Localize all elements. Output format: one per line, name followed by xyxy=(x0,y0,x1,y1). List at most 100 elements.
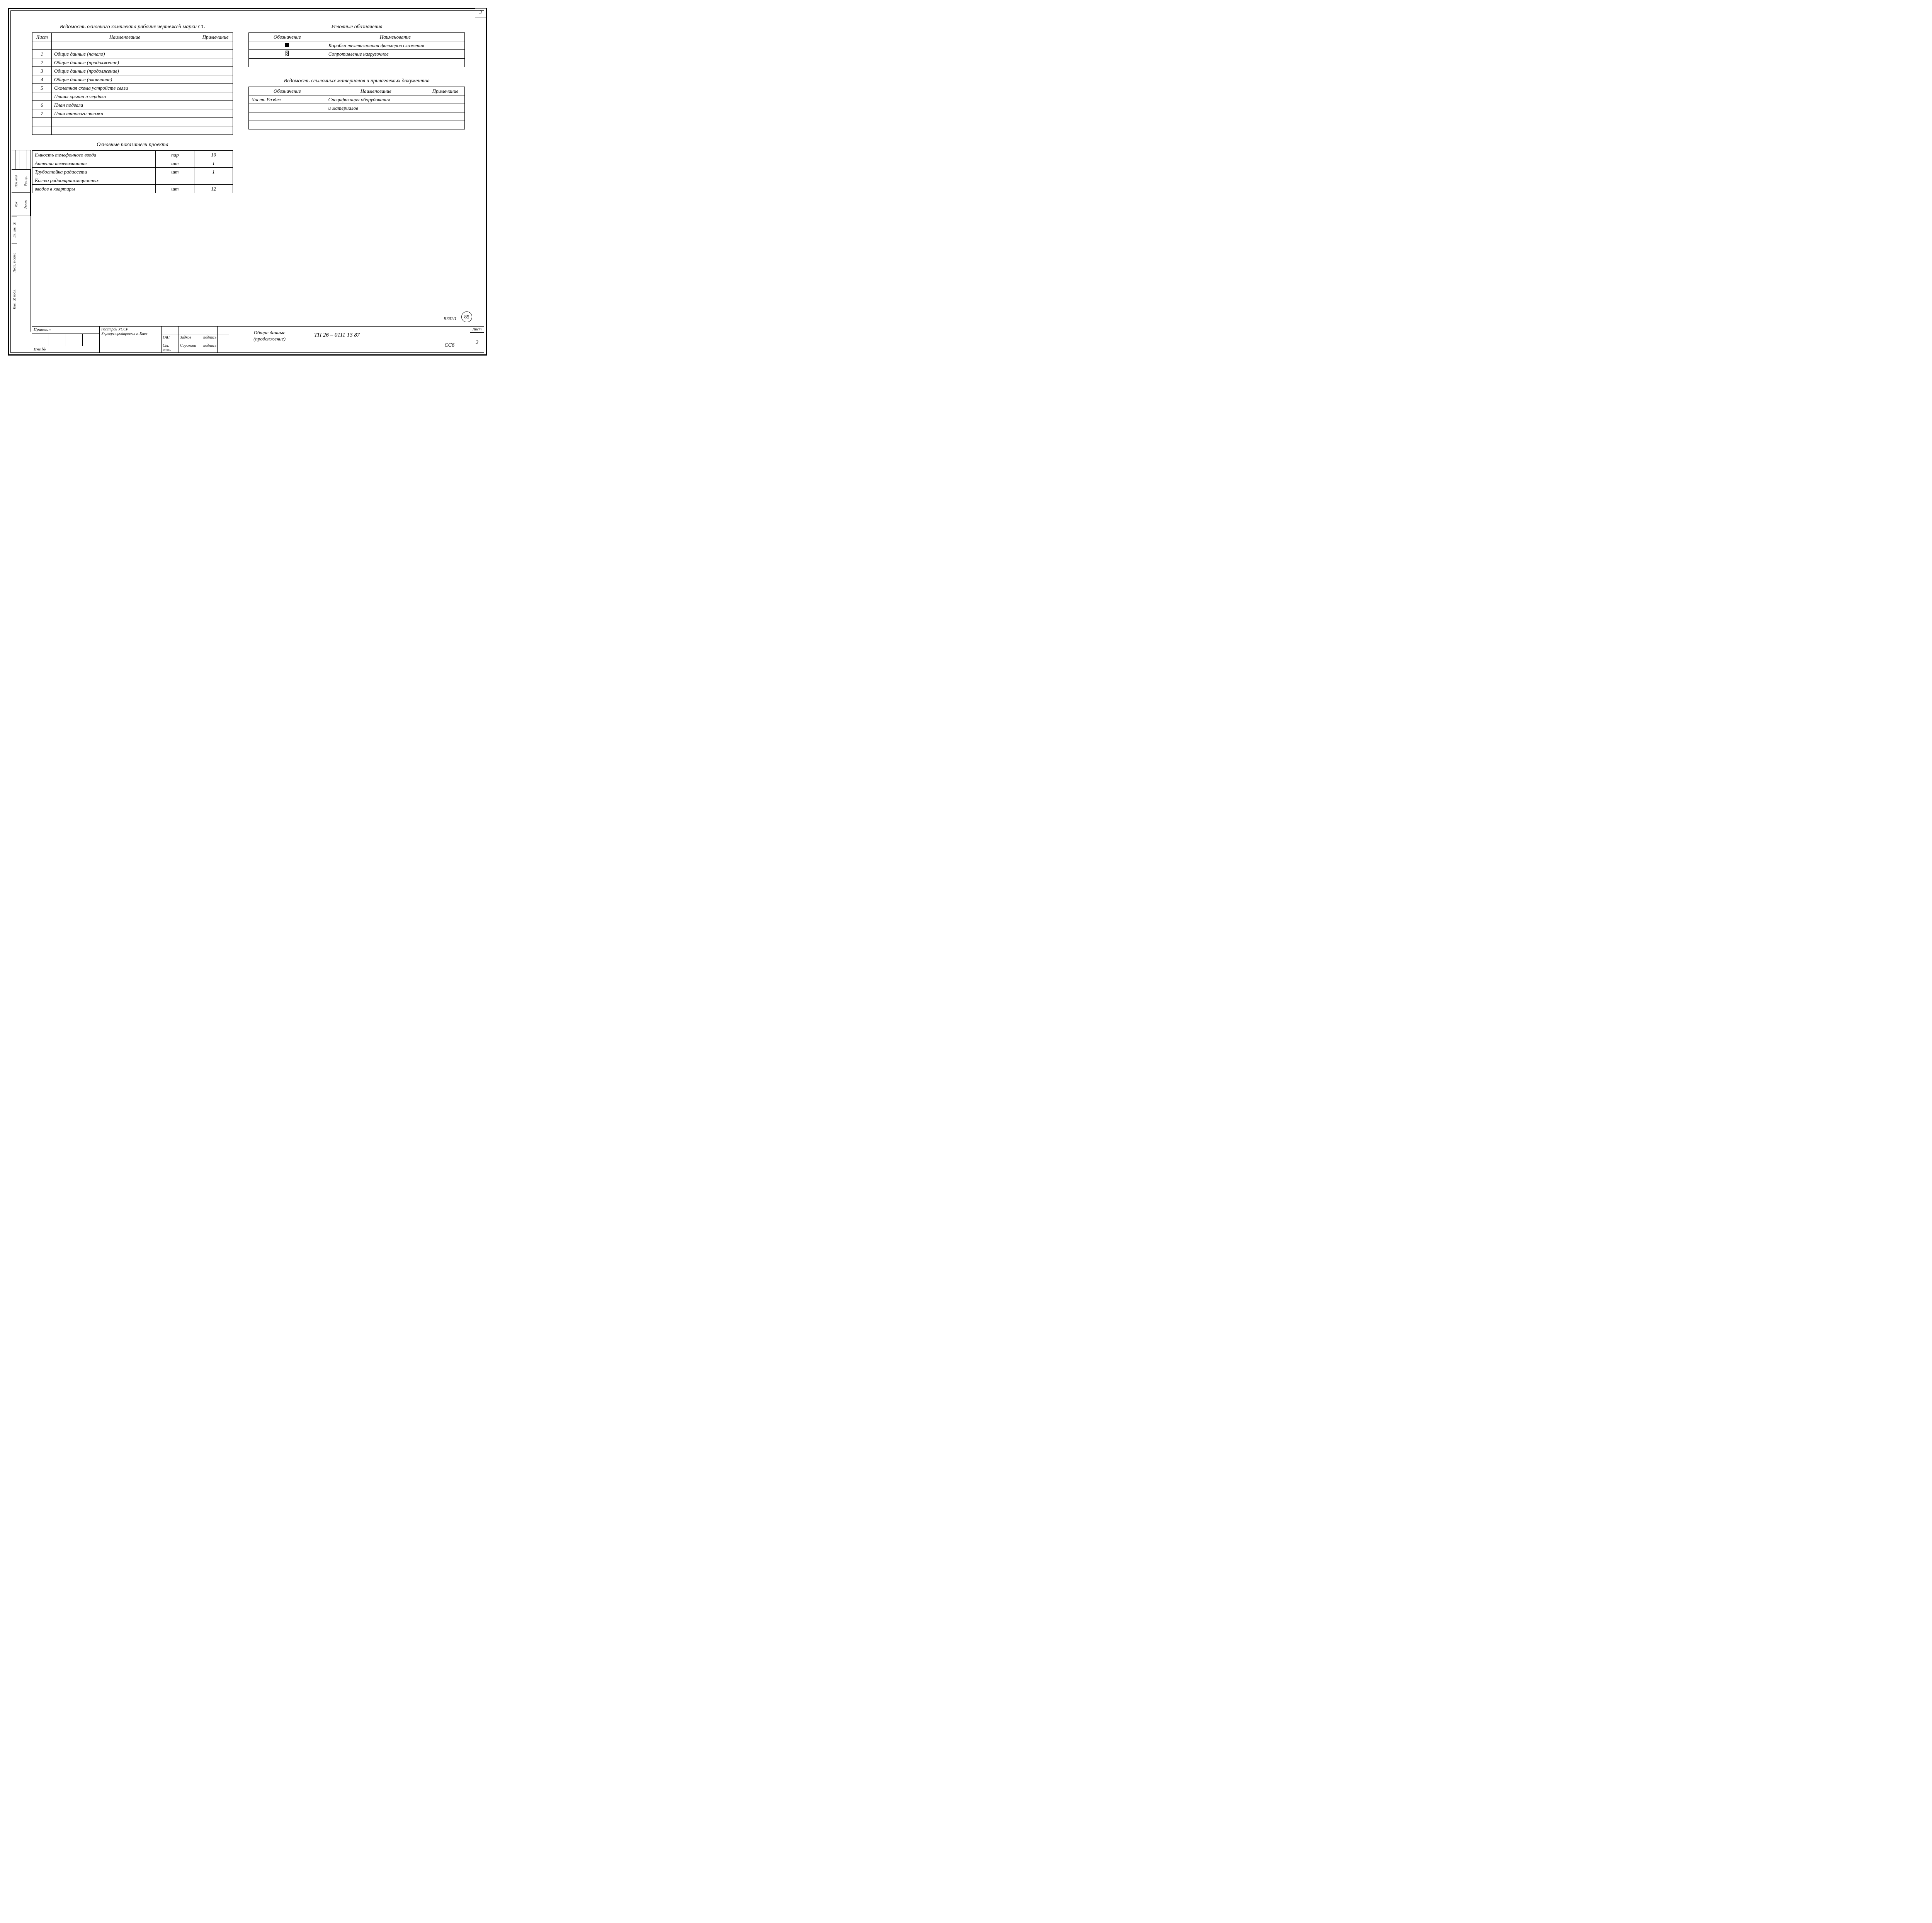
symbol-cell xyxy=(249,59,326,67)
table-cell xyxy=(326,112,426,121)
table-cell: Сопротивление нагрузочное xyxy=(326,50,464,59)
page-circle-number: 85 xyxy=(461,311,472,322)
tb-sheet-num: 2 xyxy=(470,333,484,352)
table-cell: 1 xyxy=(194,159,233,168)
side-podp-label: Подп. и дата xyxy=(12,243,17,282)
drawing-sheet: 2 Ведомость основного комплекта рабочих … xyxy=(8,8,487,356)
table-cell: 10 xyxy=(194,151,233,159)
table-cell: шт xyxy=(156,159,194,168)
table-cell: Общие данные (продолжение) xyxy=(51,58,198,67)
table4-title: Ведомость ссылочных материалов и прилага… xyxy=(248,78,465,84)
tb-code: ТП 26 – 0111 13 87 СС6 xyxy=(310,327,470,352)
table-cell: 6 xyxy=(32,101,52,109)
tb-sheet-box: Лист 2 xyxy=(470,327,484,352)
left-column: Ведомость основного комплекта рабочих че… xyxy=(32,22,233,193)
table-cell xyxy=(326,121,426,129)
title-block: Привязан Инв № Госстрой УССР Укргорстрой… xyxy=(32,326,484,352)
table-cell: и материалов xyxy=(326,104,426,112)
table-cell: вводов в квартиры xyxy=(32,185,156,193)
table-cell: Трубостойка радиосети xyxy=(32,168,156,176)
table-cell xyxy=(326,59,464,67)
table3-title: Условные обозначения xyxy=(248,24,465,30)
table-cell: Кол-во радиотрансляционных xyxy=(32,176,156,185)
side-name-pair: Жук Резина xyxy=(12,193,31,216)
table-cell xyxy=(198,41,233,50)
tb-code-text: ТП 26 – 0111 13 87 xyxy=(314,332,360,338)
tb-drawing-title: Общие данные (продолжение) xyxy=(229,327,310,352)
tb-title-line2: (продолжение) xyxy=(231,336,308,342)
table-cell: 1 xyxy=(194,168,233,176)
table-cell xyxy=(156,176,194,185)
tb-signatures: ГАПЗадковподписьСт. инж.Сорокинаподпись xyxy=(162,327,229,352)
reference-docs-table: ОбозначениеНаименованиеПримечаниеЧасть Р… xyxy=(248,87,465,129)
signature-cell: Сорокина xyxy=(179,343,202,352)
table-cell xyxy=(198,109,233,118)
table-cell xyxy=(426,121,465,129)
table-cell: Планы крыши и чердака xyxy=(51,92,198,101)
table-cell xyxy=(198,58,233,67)
table-cell: пар xyxy=(156,151,194,159)
table-cell: Общие данные (начало) xyxy=(51,50,198,58)
hatched-box-symbol xyxy=(286,51,289,56)
side-vz-label: Вз. инв. № xyxy=(12,216,17,243)
table-cell: Часть Раздел xyxy=(249,95,326,104)
table-cell xyxy=(32,126,52,135)
table-cell: План подвала xyxy=(51,101,198,109)
signature-cell: подпись xyxy=(202,343,218,352)
side-name-2b: Резина xyxy=(21,193,31,216)
side-grid-top xyxy=(12,150,31,170)
right-column: Условные обозначения ОбозначениеНаименов… xyxy=(248,22,465,129)
table-cell: Емкость телефонного ввода xyxy=(32,151,156,159)
side-stamp: Нач. отд. Рук. гр. Жук Резина Вз. инв. №… xyxy=(12,150,31,332)
side-name-2a: Жук xyxy=(12,193,21,216)
table-cell xyxy=(51,118,198,126)
signature-cell: подпись xyxy=(202,335,218,343)
table-cell xyxy=(198,92,233,101)
table-cell xyxy=(198,118,233,126)
table-cell: шт xyxy=(156,185,194,193)
table-cell xyxy=(198,50,233,58)
tb-inv-label: Инв № xyxy=(32,346,99,352)
table-cell xyxy=(51,126,198,135)
table-cell xyxy=(198,75,233,84)
side-role-pair: Нач. отд. Рук. гр. xyxy=(12,170,31,193)
side-role-1b: Рук. гр. xyxy=(21,170,31,192)
signature-cell: ГАП xyxy=(162,335,179,343)
table-cell: Спецификация оборудования xyxy=(326,95,426,104)
tb-priv-label: Привязан xyxy=(32,327,99,334)
signature-cell xyxy=(218,335,229,343)
table-cell xyxy=(426,104,465,112)
reference-number: 9781/1 xyxy=(444,316,457,322)
tb-organization: Госстрой УССР Укргорстройпроект г. Киев xyxy=(100,327,162,352)
table-cell: Антенна телевизионная xyxy=(32,159,156,168)
table-cell: Общие данные (окончание) xyxy=(51,75,198,84)
table-cell: 2 xyxy=(32,58,52,67)
symbol-cell xyxy=(249,41,326,50)
table-cell: Скелетная схема устройств связи xyxy=(51,84,198,92)
table-cell xyxy=(249,112,326,121)
table-cell: Коробка телевизионная фильтров сложения xyxy=(326,41,464,50)
table-cell: 4 xyxy=(32,75,52,84)
legend-table: ОбозначениеНаименованиеКоробка телевизио… xyxy=(248,32,465,67)
table2-title: Основные показатели проекта xyxy=(32,142,233,148)
signature-cell xyxy=(218,343,229,352)
table-cell xyxy=(198,67,233,75)
table-cell xyxy=(249,104,326,112)
sheet-list-table: ЛистНаименованиеПримечание1Общие данные … xyxy=(32,32,233,135)
table-cell xyxy=(32,92,52,101)
table-cell xyxy=(198,101,233,109)
table-cell xyxy=(32,41,52,50)
filled-box-symbol xyxy=(285,43,289,47)
side-inv-label: Инв. № подл. xyxy=(12,282,17,317)
table-cell xyxy=(198,126,233,135)
tb-binding-block: Привязан Инв № xyxy=(32,327,100,352)
table-cell: 7 xyxy=(32,109,52,118)
inner-frame: Ведомость основного комплекта рабочих че… xyxy=(10,10,484,353)
table-cell: шт xyxy=(156,168,194,176)
table-cell xyxy=(249,121,326,129)
tb-sheet-label: Лист xyxy=(470,327,484,333)
signature-cell: Ст. инж. xyxy=(162,343,179,352)
table1-title: Ведомость основного комплекта рабочих че… xyxy=(32,24,233,30)
content-area: Ведомость основного комплекта рабочих че… xyxy=(32,22,478,325)
table-cell: Общие данные (продолжение) xyxy=(51,67,198,75)
